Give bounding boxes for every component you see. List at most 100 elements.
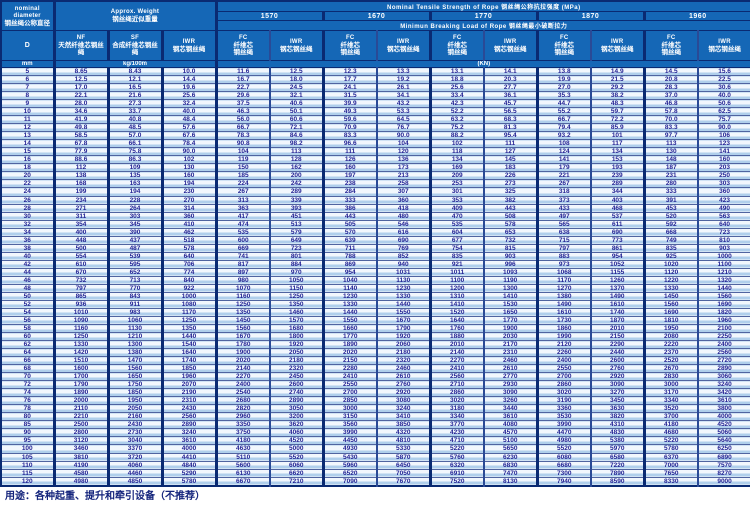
cell-value: 106	[698, 131, 750, 141]
cell-value: 24.1	[323, 83, 378, 93]
cell-value: 1440	[162, 332, 218, 342]
cell-value: 145	[484, 155, 539, 165]
cell-value: 8270	[698, 469, 750, 478]
cell-value: 136	[377, 155, 432, 165]
cell-value: 2860	[430, 388, 485, 398]
cell-value: 5520	[270, 453, 325, 462]
cell-value: 391	[644, 196, 699, 205]
wire-rope-spec-table: nominal diameter 钢丝绳公称直径 Approx. Weight 钢丝绳…	[0, 0, 750, 487]
cell-diameter: 68	[1, 364, 56, 374]
cell-value: 2210	[54, 412, 110, 422]
load-zh: 纤维芯 钢丝绳	[661, 42, 682, 56]
cell-value: 1490	[537, 300, 592, 309]
cell-value: 3000	[323, 404, 378, 414]
cell-diameter: 110	[1, 461, 56, 470]
cell-value: 313	[216, 196, 271, 205]
cell-value: 360	[698, 187, 750, 197]
cell-value: 228	[108, 196, 164, 205]
cell-value: 6320	[430, 461, 485, 470]
cell-value: 4520	[698, 420, 750, 430]
cell-value: 273	[484, 179, 539, 189]
cell-value: 1890	[54, 388, 110, 398]
cell-value: 1950	[644, 324, 699, 334]
cell-value: 7000	[644, 461, 699, 470]
cell-diameter: 85	[1, 420, 56, 430]
cell-value: 2460	[377, 364, 432, 374]
cell-value: 4930	[323, 444, 378, 454]
cell-value: 1440	[323, 308, 378, 317]
load-zh: 纤维芯 钢丝绳	[447, 42, 468, 56]
cell-value: 111	[484, 139, 539, 149]
cell-diameter: 42	[1, 260, 56, 269]
cell-value: 715	[537, 236, 592, 245]
cell-value: 203	[698, 163, 750, 173]
cell-value: 487	[108, 244, 164, 253]
cell-diameter: 52	[1, 300, 56, 309]
col-header-1570-iwr: IWR 钢芯钢丝绳	[270, 30, 325, 61]
spec-row-d18: 18 112 109 130 150 162 160 173 169 183 179 193 187 20…	[1, 163, 750, 173]
cell-value: 6670	[216, 477, 271, 487]
cell-value: 8.43	[108, 67, 164, 77]
cell-value: 90.0	[698, 123, 750, 133]
cell-value: 508	[484, 212, 539, 221]
cell-value: 1260	[591, 276, 646, 285]
col-header-1670-fc: FC 纤维芯 钢丝绳	[323, 30, 378, 61]
cell-value: 8130	[484, 477, 539, 487]
spec-row-d74: 74 1890 1850 2190 2540 2740 2700 2920 2860 3090 30…	[1, 388, 750, 398]
cell-value: 2310	[484, 348, 539, 358]
spec-row-d110: 110 4190 4060 4840 5600 6060 5960 6450 6320 6830 6…	[1, 461, 750, 470]
cell-value: 44.7	[537, 99, 592, 109]
cell-value: 2930	[484, 380, 539, 390]
cell-value: 95.4	[484, 131, 539, 141]
cell-value: 973	[537, 260, 592, 269]
cell-diameter: 78	[1, 404, 56, 414]
cell-value: 2700	[323, 388, 378, 398]
cell-value: 311	[54, 212, 110, 221]
cell-value: 12.5	[270, 67, 325, 77]
cell-value: 3340	[430, 412, 485, 422]
cell-value: 1740	[591, 308, 646, 317]
cell-value: 1950	[108, 396, 164, 406]
spec-row-d36: 36 448 437 518 600 649 639 690 677 732 715 773 749 81…	[1, 236, 750, 245]
cell-value: 3630	[591, 404, 646, 414]
cell-value: 4230	[430, 428, 485, 438]
cell-value: 723	[270, 244, 325, 253]
cell-value: 4180	[644, 420, 699, 430]
header-row-strengths: 1570 1670 1770 1870 1960	[1, 11, 750, 21]
cell-value: 480	[377, 212, 432, 221]
spec-row-d78: 78 2110 2050 2430 2820 3050 3000 3240 3180 3440 33…	[1, 404, 750, 414]
cell-value: 386	[323, 204, 378, 213]
cell-value: 354	[54, 220, 110, 229]
cell-value: 490	[698, 204, 750, 213]
cell-value: 21.6	[108, 91, 164, 101]
cell-value: 1250	[216, 300, 271, 309]
cell-value: 2670	[644, 364, 699, 374]
cell-value: 770	[108, 284, 164, 293]
cell-value: 1270	[537, 284, 592, 293]
cell-value: 2610	[484, 364, 539, 374]
spec-row-d62: 62 1330 1300 1540 1780 1920 1890 2060 2010 2170 21…	[1, 340, 750, 350]
cell-value: 2800	[54, 428, 110, 438]
cell-value: 3990	[323, 428, 378, 438]
cell-value: 2920	[377, 388, 432, 398]
cell-value: 2960	[216, 412, 271, 422]
cell-value: 537	[591, 212, 646, 221]
table-header: nominal diameter 钢丝绳公称直径 Approx. Weight 钢丝绳…	[1, 1, 750, 68]
cell-value: 5870	[377, 453, 432, 462]
cell-value: 4580	[54, 469, 110, 478]
cell-value: 3260	[484, 396, 539, 406]
d-column-header: D	[1, 30, 56, 61]
cell-diameter: 50	[1, 292, 56, 301]
spec-row-d32: 32 354 345 410 474 513 505 546 535 578 565 611 592 64…	[1, 220, 750, 229]
cell-value: 5220	[644, 436, 699, 446]
col-header-1670-iwr: IWR 钢芯钢丝绳	[377, 30, 432, 61]
cell-diameter: 54	[1, 308, 56, 317]
cell-value: 4850	[108, 477, 164, 487]
cell-diameter: 36	[1, 236, 56, 245]
cell-value: 63.2	[430, 115, 485, 125]
cell-value: 6620	[270, 469, 325, 478]
cell-diameter: 10	[1, 107, 56, 117]
cell-value: 1020	[644, 260, 699, 269]
spec-row-d105: 105 3810 3720 4410 5110 5520 5430 5870 5760 6230 6…	[1, 453, 750, 462]
cell-value: 9000	[698, 477, 750, 487]
